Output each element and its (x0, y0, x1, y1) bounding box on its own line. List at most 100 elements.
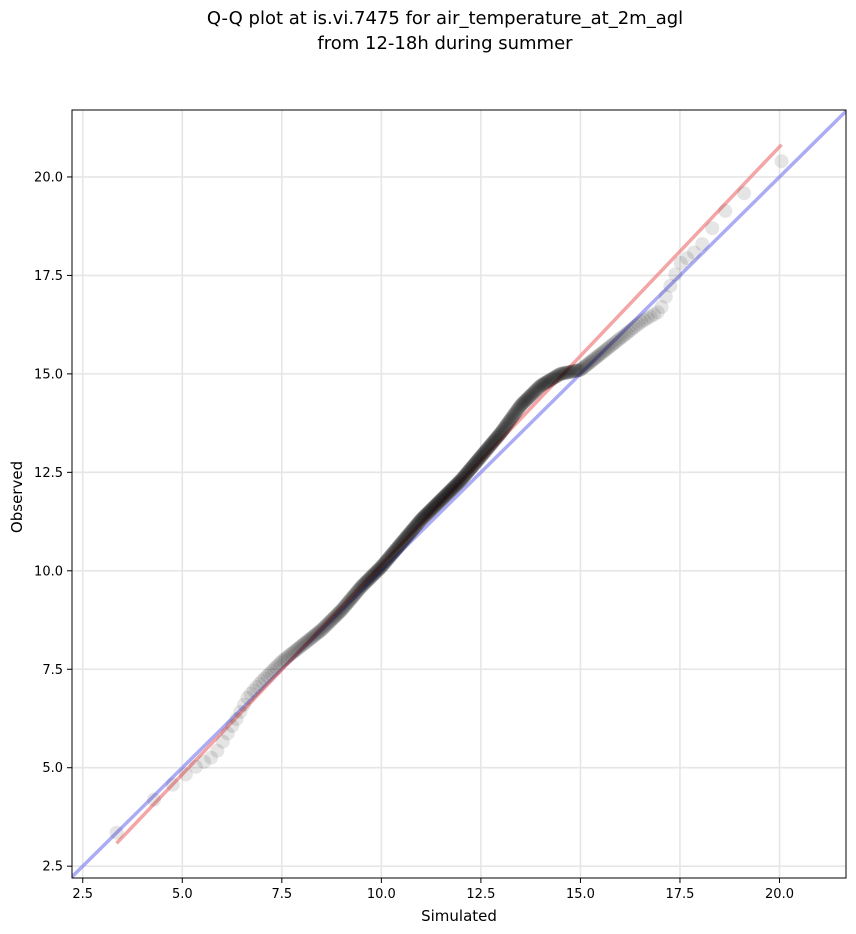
x-tick-label: 10.0 (367, 887, 396, 902)
qq-point (469, 454, 484, 469)
qq-point (444, 482, 459, 497)
qq-point (507, 406, 522, 421)
qq-point (637, 313, 652, 328)
qq-point (382, 550, 397, 565)
qq-point (413, 513, 428, 528)
qq-point (287, 644, 302, 659)
qq-point (210, 743, 225, 758)
qq-point (412, 514, 427, 529)
qq-point (475, 447, 490, 462)
qq-point (520, 392, 535, 407)
qq-point (619, 326, 634, 341)
qq-point (408, 519, 423, 534)
qq-point (530, 381, 545, 396)
plot-frame (71, 109, 847, 879)
qq-point (447, 480, 462, 495)
qq-point (468, 455, 483, 470)
qq-point (436, 490, 451, 505)
qq-point (352, 582, 367, 597)
qq-point (165, 777, 180, 792)
qq-point (409, 518, 424, 533)
qq-point (316, 621, 331, 636)
qq-point (549, 369, 564, 384)
qq-point (545, 371, 560, 386)
qq-point (516, 395, 531, 410)
qq-point (487, 433, 502, 448)
qq-point (614, 330, 629, 345)
qq-point (366, 567, 381, 582)
qq-point (479, 443, 494, 458)
qq-point (634, 314, 649, 329)
qq-point (437, 489, 452, 504)
qq-point (512, 399, 527, 414)
qq-point (508, 405, 523, 420)
qq-point (346, 588, 361, 603)
qq-point (454, 472, 469, 487)
qq-point (385, 546, 400, 561)
qq-point (580, 357, 595, 372)
qq-point (361, 572, 376, 587)
qq-point (262, 666, 277, 681)
qq-point (355, 578, 370, 593)
qq-point (538, 376, 553, 391)
qq-point (567, 364, 582, 379)
qq-point (464, 460, 479, 475)
qq-point (643, 309, 658, 324)
qq-point (327, 610, 342, 625)
qq-point (550, 368, 565, 383)
qq-point (566, 364, 581, 379)
axis-ticks: 2.5 5.0 7.5 10.0 12.5 15.0 17.5 20.0 2.5 5.0 7.5 10… (34, 170, 794, 902)
qq-point (357, 576, 372, 591)
qq-point (560, 365, 575, 380)
qq-point (650, 305, 665, 320)
qq-point (419, 507, 434, 522)
qq-point (518, 393, 533, 408)
qq-point (246, 683, 261, 698)
qq-point (557, 366, 572, 381)
qq-point (319, 618, 334, 633)
qq-point (440, 486, 455, 501)
qq-point (564, 364, 579, 379)
qq-point (282, 648, 297, 663)
qq-point (373, 560, 388, 575)
qq-point (430, 496, 445, 511)
qq-point (497, 421, 512, 436)
qq-point (540, 374, 555, 389)
qq-point (525, 386, 540, 401)
qq-point (334, 603, 349, 618)
qq-point (314, 622, 329, 637)
qq-point (500, 416, 515, 431)
qq-point (554, 366, 569, 381)
qq-point (335, 602, 350, 617)
qq-point (369, 564, 384, 579)
qq-point (647, 307, 662, 322)
qq-point (654, 300, 669, 315)
qq-point (356, 577, 371, 592)
qq-point (535, 377, 550, 392)
qq-point (599, 342, 614, 357)
qq-point (371, 562, 386, 577)
qq-point (521, 390, 536, 405)
qq-point (561, 365, 576, 380)
qq-point (532, 380, 547, 395)
qq-point (570, 363, 585, 378)
qq-point (538, 375, 553, 390)
qq-point (345, 590, 360, 605)
qq-point (472, 451, 487, 466)
qq-point (336, 601, 351, 616)
qq-point (482, 439, 497, 454)
qq-point (457, 468, 472, 483)
qq-point (178, 767, 193, 782)
qq-point (455, 471, 470, 486)
qq-point (397, 532, 412, 547)
qq-point (470, 453, 485, 468)
qq-point (324, 612, 339, 627)
qq-point (503, 412, 518, 427)
qq-point (356, 577, 371, 592)
qq-point (591, 348, 606, 363)
qq-point (501, 415, 516, 430)
qq-point (679, 251, 694, 266)
qq-point (390, 540, 405, 555)
qq-point (342, 593, 357, 608)
qq-point (450, 477, 465, 492)
